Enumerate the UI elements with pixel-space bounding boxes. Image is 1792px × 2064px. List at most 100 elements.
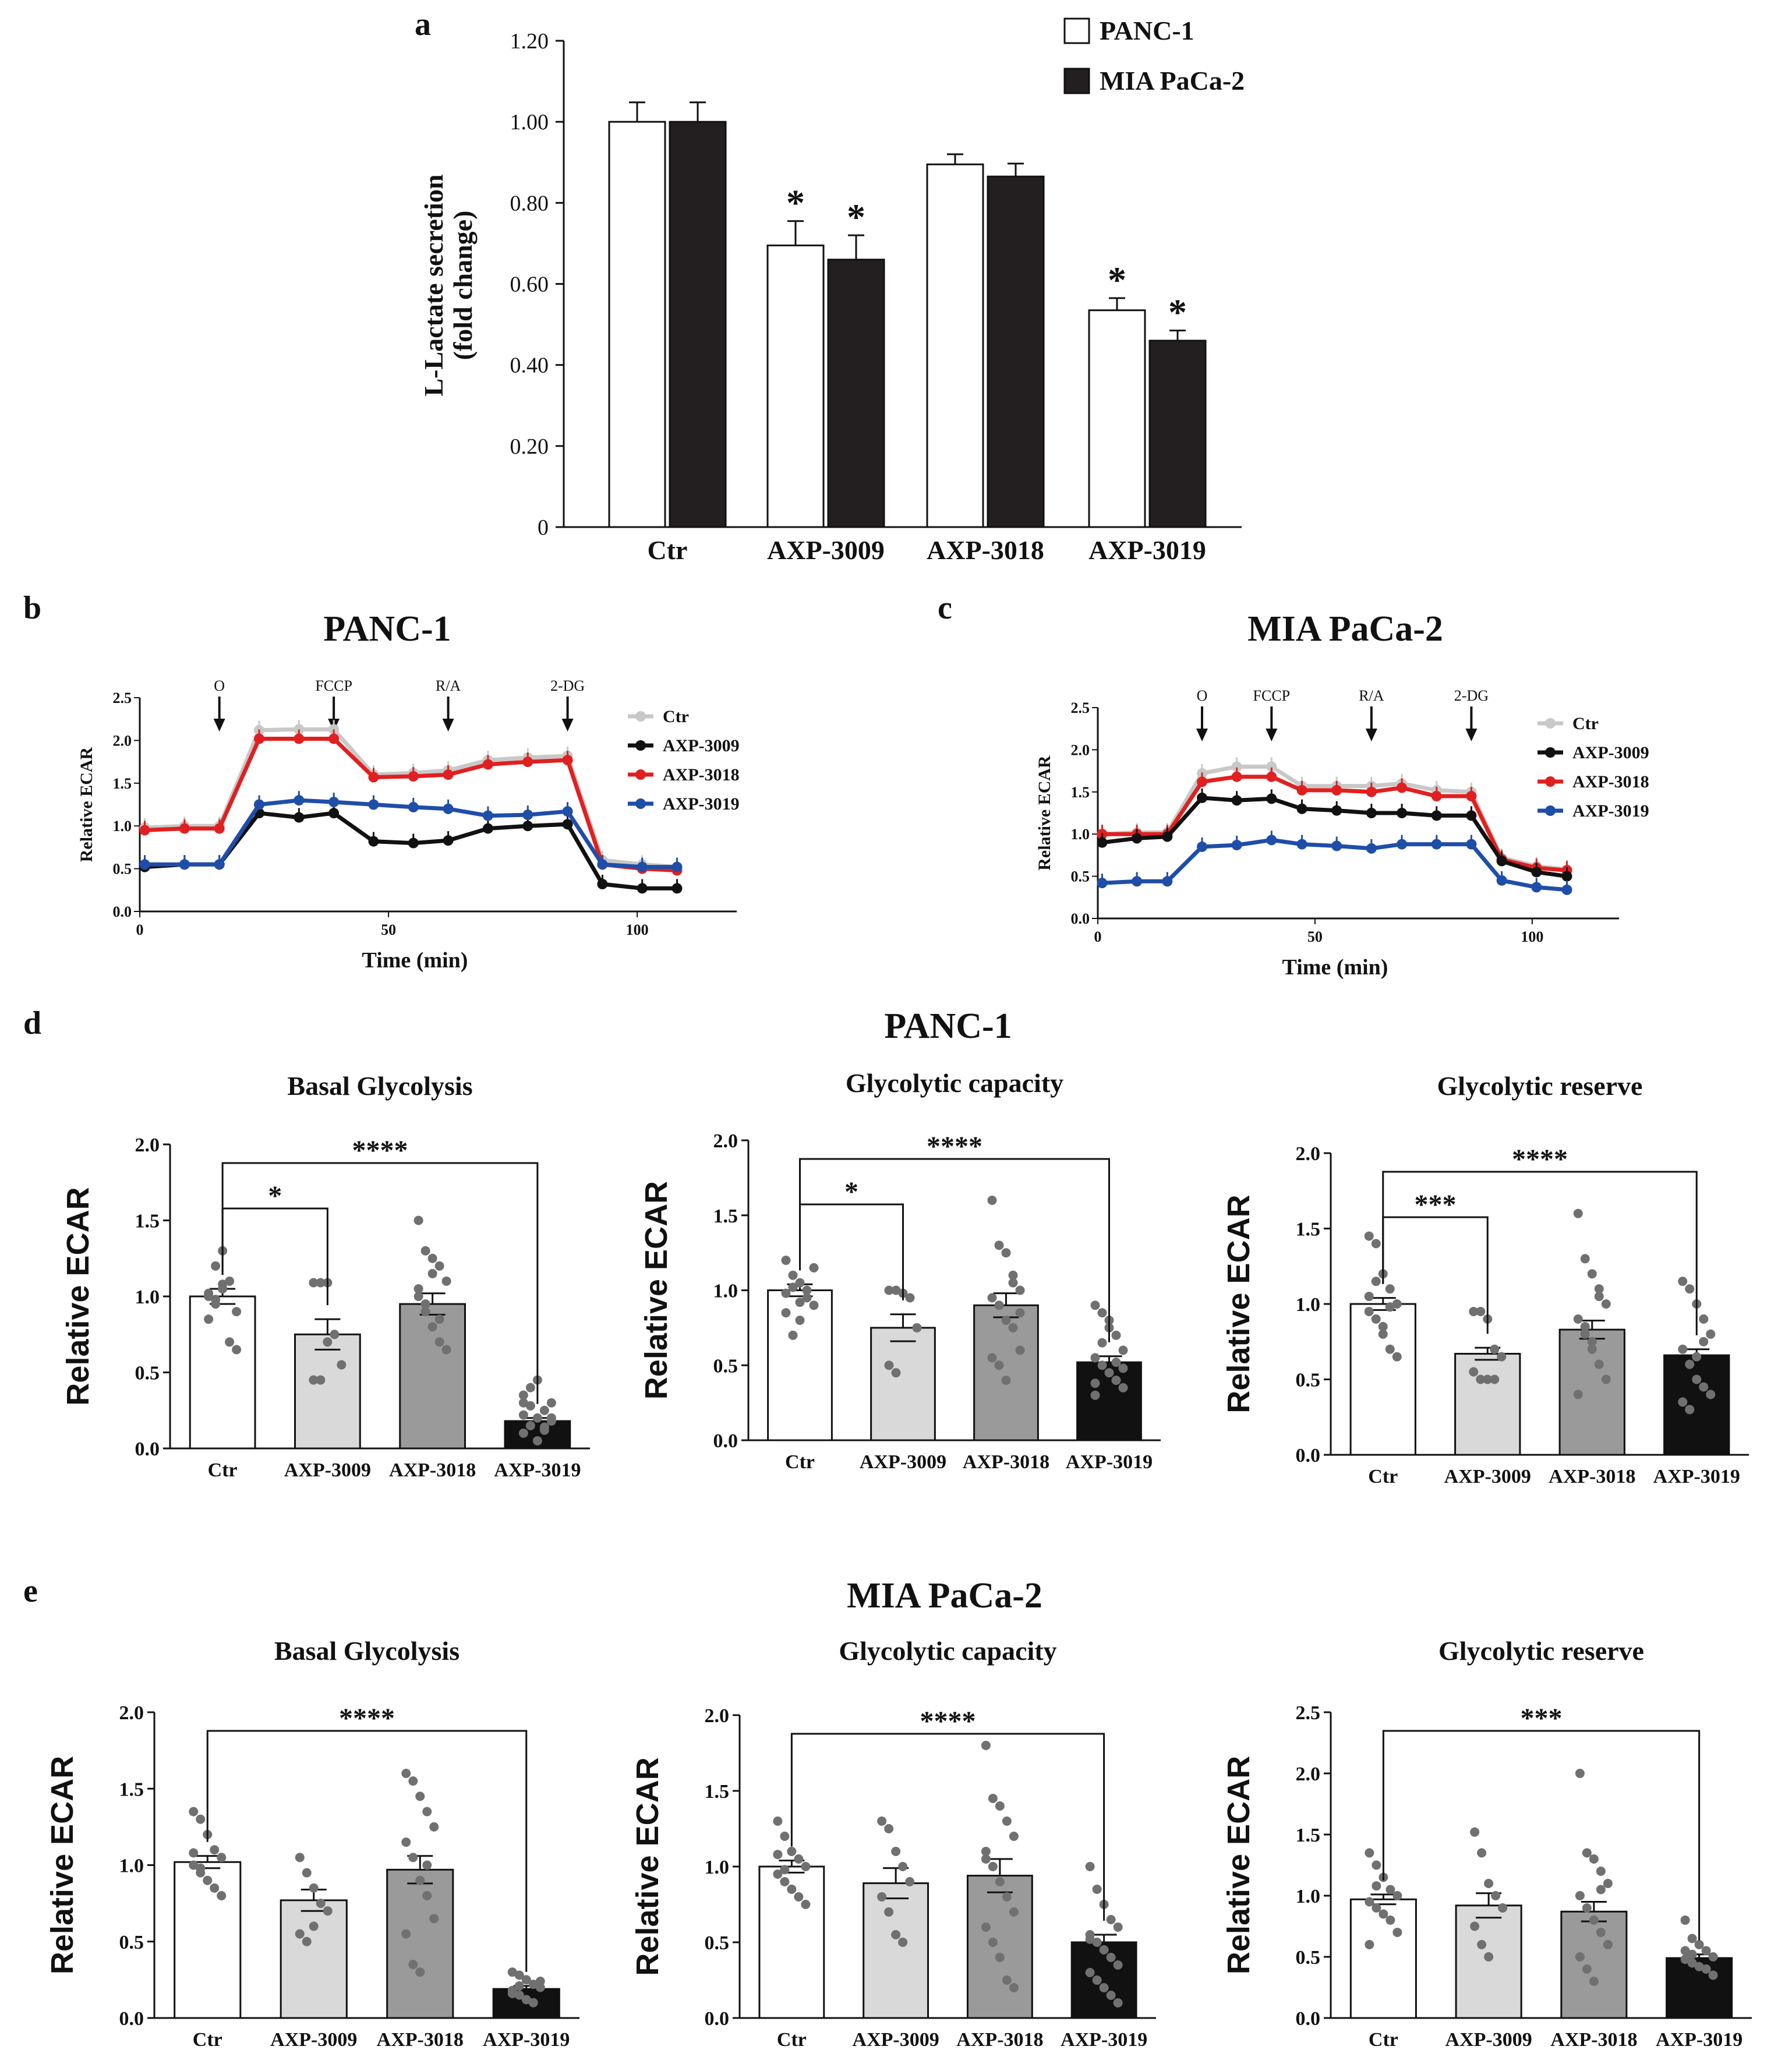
injection-label: O — [214, 677, 225, 694]
data-dot — [987, 1353, 997, 1363]
data-dot — [1470, 1827, 1480, 1837]
data-point — [562, 806, 573, 817]
data-dot — [995, 1953, 1005, 1962]
data-dot — [1085, 1968, 1095, 1977]
data-dot — [415, 1875, 425, 1885]
data-dot — [1378, 1321, 1388, 1331]
data-point — [1531, 867, 1542, 878]
data-dot — [795, 1278, 805, 1288]
y-tick-label: 1.5 — [1071, 784, 1090, 801]
significance-label: *** — [1415, 1189, 1457, 1220]
section-title-d: PANC-1 — [884, 1006, 1012, 1046]
data-dot — [994, 1240, 1004, 1250]
data-point — [443, 835, 454, 846]
significance-bracket — [1382, 1730, 1701, 1941]
chart-title: Basal Glycolysis — [274, 1636, 460, 1666]
data-point — [522, 810, 533, 821]
x-tick-label: AXP-3009 — [860, 1451, 946, 1473]
y-tick-label: 1.5 — [135, 1211, 160, 1232]
bar-axp-3009 — [1454, 1352, 1521, 1456]
injection-arrow-head — [213, 719, 225, 731]
data-dot — [1378, 1329, 1388, 1339]
y-tick-label: 0.40 — [510, 354, 549, 378]
data-dot — [1365, 1897, 1374, 1907]
data-dot — [787, 1885, 797, 1894]
x-tick-label: 100 — [626, 921, 649, 938]
data-point — [408, 771, 419, 782]
legend-marker — [1545, 747, 1556, 758]
data-dot — [1364, 1306, 1374, 1316]
data-dot — [518, 1390, 528, 1400]
x-tick-label: AXP-3019 — [1088, 535, 1206, 565]
data-point — [1162, 876, 1173, 887]
y-tick-label: 0 — [538, 515, 549, 540]
data-dot — [1111, 1376, 1121, 1385]
y-axis-label: L-Lactate secretion(fold change) — [419, 174, 478, 396]
significance-label: * — [844, 1176, 858, 1207]
data-dot — [1580, 1254, 1590, 1264]
data-dot — [521, 1995, 531, 2005]
x-tick-label: AXP-3019 — [1656, 2029, 1742, 2051]
data-dot — [912, 1323, 922, 1333]
data-point — [1397, 839, 1408, 850]
chart-title: PANC-1 — [323, 609, 451, 649]
data-dot — [1470, 1921, 1480, 1931]
data-dot — [1587, 1344, 1597, 1354]
panel-letter-b: b — [23, 590, 41, 626]
y-axis-label: Relative ECAR — [45, 1756, 80, 1974]
data-dot — [546, 1398, 556, 1408]
data-point — [1466, 839, 1477, 850]
data-dot — [539, 1405, 549, 1415]
data-dot — [528, 1998, 538, 2008]
data-point — [671, 883, 683, 894]
x-tick-label: 100 — [1521, 928, 1543, 945]
data-dot — [1601, 1374, 1611, 1384]
y-tick-label: 2.0 — [113, 732, 132, 749]
y-tick-label: 0.5 — [1071, 868, 1090, 885]
bar-mia-paca-2 — [987, 175, 1045, 528]
data-point — [522, 821, 533, 832]
data-point — [368, 772, 379, 783]
chart-title: Glycolytic capacity — [839, 1636, 1056, 1666]
data-dot — [1580, 1329, 1590, 1339]
bar-axp-3018 — [386, 1868, 454, 2019]
data-dot — [441, 1276, 451, 1286]
legend-label: AXP-3018 — [1572, 772, 1649, 791]
bar-axp-3019 — [1663, 1354, 1730, 1456]
chart-title: MIA PaCa-2 — [1247, 609, 1443, 649]
data-dot — [780, 1832, 790, 1841]
data-dot — [1603, 1940, 1613, 1949]
data-point — [1366, 808, 1377, 818]
data-dot — [1601, 1299, 1611, 1309]
data-dot — [1097, 1338, 1107, 1348]
data-point — [1431, 810, 1442, 821]
data-dot — [217, 1853, 227, 1862]
data-point — [1431, 791, 1442, 802]
data-dot — [210, 1883, 220, 1893]
chart-title: Glycolytic reserve — [1438, 1636, 1644, 1666]
data-dot — [1594, 1359, 1604, 1369]
data-dot — [302, 1936, 312, 1946]
data-dot — [1392, 1299, 1402, 1309]
data-dot — [1002, 1816, 1012, 1826]
legend-marker — [635, 769, 646, 780]
data-dot — [781, 1308, 791, 1318]
data-dot — [1589, 1854, 1599, 1864]
data-dot — [401, 1769, 411, 1778]
data-dot — [1106, 1953, 1116, 1962]
data-dot — [420, 1299, 430, 1309]
data-point — [1496, 875, 1507, 886]
data-dot — [1392, 1352, 1402, 1362]
data-point — [1162, 831, 1173, 842]
data-dot — [809, 1300, 819, 1310]
y-tick-label: 0.5 — [119, 1932, 144, 1953]
bar-mia-paca-2 — [827, 259, 885, 528]
bar-mia-paca-2 — [1148, 340, 1207, 528]
bar-ctr — [189, 1295, 256, 1450]
injection-label: FCCP — [315, 677, 352, 694]
panel-letter-c: c — [938, 590, 952, 626]
data-dot — [1097, 1360, 1107, 1370]
data-dot — [539, 1422, 549, 1432]
data-dot — [1385, 1344, 1395, 1354]
y-tick-label: 2.5 — [1071, 699, 1090, 716]
